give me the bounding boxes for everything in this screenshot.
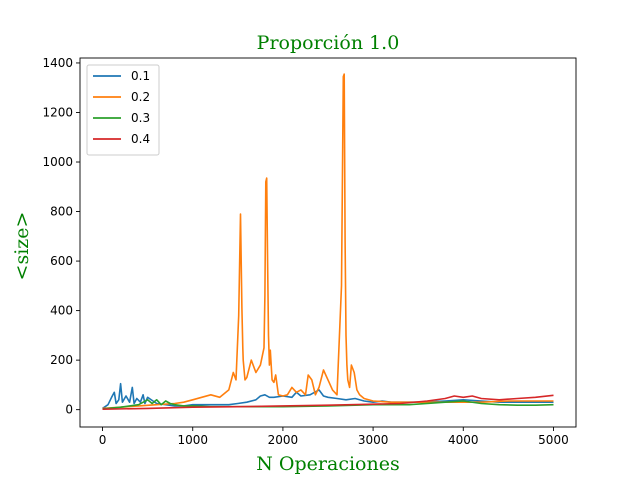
chart-title: Proporción 1.0 — [257, 32, 400, 54]
y-tick-label-1200: 1200 — [42, 105, 73, 119]
x-tick-label-1000: 1000 — [177, 433, 208, 447]
x-tick-label-3000: 3000 — [358, 433, 389, 447]
legend-label-0.1: 0.1 — [131, 69, 150, 83]
y-tick-label-1000: 1000 — [42, 155, 73, 169]
x-tick-label-2000: 2000 — [268, 433, 299, 447]
series-line-0.2 — [102, 73, 554, 410]
legend-label-0.2: 0.2 — [131, 90, 150, 104]
legend-label-0.4: 0.4 — [131, 132, 150, 146]
x-axis-label: N Operaciones — [256, 453, 399, 475]
y-tick-label-1400: 1400 — [42, 56, 73, 70]
legend-box — [86, 64, 160, 156]
plot-area: 0 1000 2000 3000 4000 5000 0 200 400 600 800 1000 12… — [42, 56, 577, 447]
x-tick-label-5000: 5000 — [538, 433, 569, 447]
x-tick-label-0: 0 — [99, 433, 107, 447]
legend-label-0.3: 0.3 — [131, 111, 150, 125]
y-tick-label-0: 0 — [65, 403, 73, 417]
y-tick-label-800: 800 — [50, 205, 73, 219]
y-tick-label-600: 600 — [50, 254, 73, 268]
axes-frame — [79, 57, 577, 428]
x-tick-label-4000: 4000 — [448, 433, 479, 447]
y-tick-label-400: 400 — [50, 304, 73, 318]
y-tick-label-200: 200 — [50, 353, 73, 367]
y-axis-label: <size> — [11, 212, 33, 281]
series-line-0.4 — [102, 394, 554, 410]
